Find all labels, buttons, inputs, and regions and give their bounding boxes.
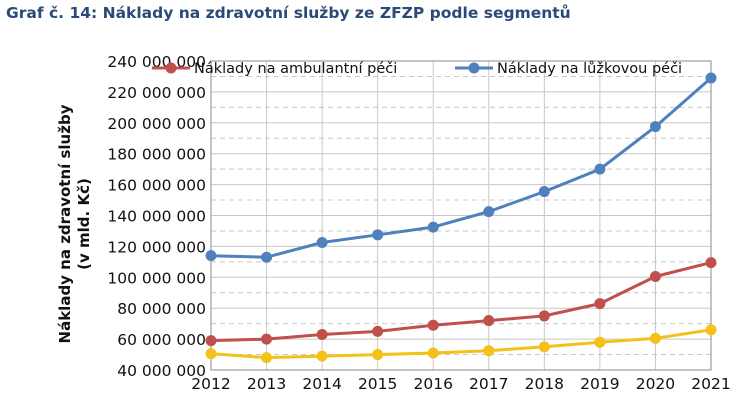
- data-point: [483, 315, 495, 327]
- data-point: [483, 345, 495, 357]
- x-tick-label: 2015: [358, 375, 397, 393]
- data-point: [649, 332, 661, 344]
- data-point: [705, 324, 717, 336]
- data-point: [649, 121, 661, 133]
- data-point: [538, 310, 550, 322]
- data-point: [705, 72, 717, 84]
- data-point: [205, 335, 217, 347]
- data-point: [372, 349, 384, 361]
- data-point: [205, 348, 217, 360]
- data-point: [316, 350, 328, 362]
- data-point: [261, 352, 273, 364]
- data-point: [427, 319, 439, 331]
- data-point: [538, 341, 550, 353]
- y-tick-labels: 40 000 000 60 000 000 80 000 000 100 000 00…: [107, 53, 206, 380]
- data-point: [205, 250, 217, 262]
- series-line-2: [210, 328, 712, 360]
- plot-area-border: [210, 60, 712, 371]
- data-point: [594, 163, 606, 175]
- data-point: [538, 186, 550, 198]
- chart-title: Graf č. 14: Náklady na zdravotní služby …: [6, 4, 571, 22]
- x-tick-label: 2018: [525, 375, 564, 393]
- data-point: [594, 298, 606, 310]
- data-point: [316, 328, 328, 340]
- data-point: [261, 251, 273, 263]
- x-tick-label: 2013: [247, 375, 286, 393]
- y-tick-label: 80 000 000: [117, 300, 206, 318]
- data-point: [483, 206, 495, 218]
- x-tick-label: 2017: [469, 375, 508, 393]
- data-point: [316, 237, 328, 249]
- y-axis-label-unit: (v mld. Kč): [75, 178, 93, 270]
- x-tick-label: 2021: [691, 375, 730, 393]
- x-tick-label: 2014: [302, 375, 341, 393]
- data-point: [705, 257, 717, 269]
- legend-label: Náklady na ambulantní péči: [194, 61, 397, 77]
- y-tick-label: 100 000 000: [107, 269, 206, 287]
- y-tick-label: 160 000 000: [107, 177, 206, 195]
- series-layer: [205, 72, 717, 364]
- data-point: [261, 333, 273, 345]
- series-line-1: [210, 76, 712, 259]
- data-point: [427, 347, 439, 359]
- grid-layer: [210, 60, 712, 371]
- y-tick-label: 200 000 000: [107, 115, 206, 133]
- y-tick-label: 40 000 000: [117, 362, 206, 380]
- y-tick-label: 120 000 000: [107, 238, 206, 256]
- x-tick-label: 2016: [413, 375, 452, 393]
- x-tick-label: 2012: [191, 375, 230, 393]
- data-point: [372, 229, 384, 241]
- data-point: [594, 336, 606, 348]
- x-tick-label: 2019: [580, 375, 619, 393]
- series-line-0: [210, 261, 712, 343]
- legend-label: Náklady na lůžkovou péči: [497, 61, 682, 77]
- y-tick-label: 180 000 000: [107, 146, 206, 164]
- data-point: [427, 221, 439, 233]
- x-tick-label: 2020: [636, 375, 675, 393]
- y-tick-label: 60 000 000: [117, 331, 206, 349]
- y-tick-label: 220 000 000: [107, 84, 206, 102]
- axis-layer: [210, 60, 712, 371]
- x-tick-labels: 2012 2013 2014 2015 2016 2017 2018 2019 2020 2021: [191, 375, 730, 393]
- data-point: [649, 271, 661, 283]
- legend-marker: [468, 62, 480, 74]
- legend: Náklady na ambulantní péči Náklady na lůž…: [152, 61, 682, 77]
- y-tick-label: 140 000 000: [107, 208, 206, 226]
- y-axis-label: Náklady na zdravotní služby: [56, 104, 74, 343]
- data-point: [372, 325, 384, 337]
- legend-marker: [165, 62, 177, 74]
